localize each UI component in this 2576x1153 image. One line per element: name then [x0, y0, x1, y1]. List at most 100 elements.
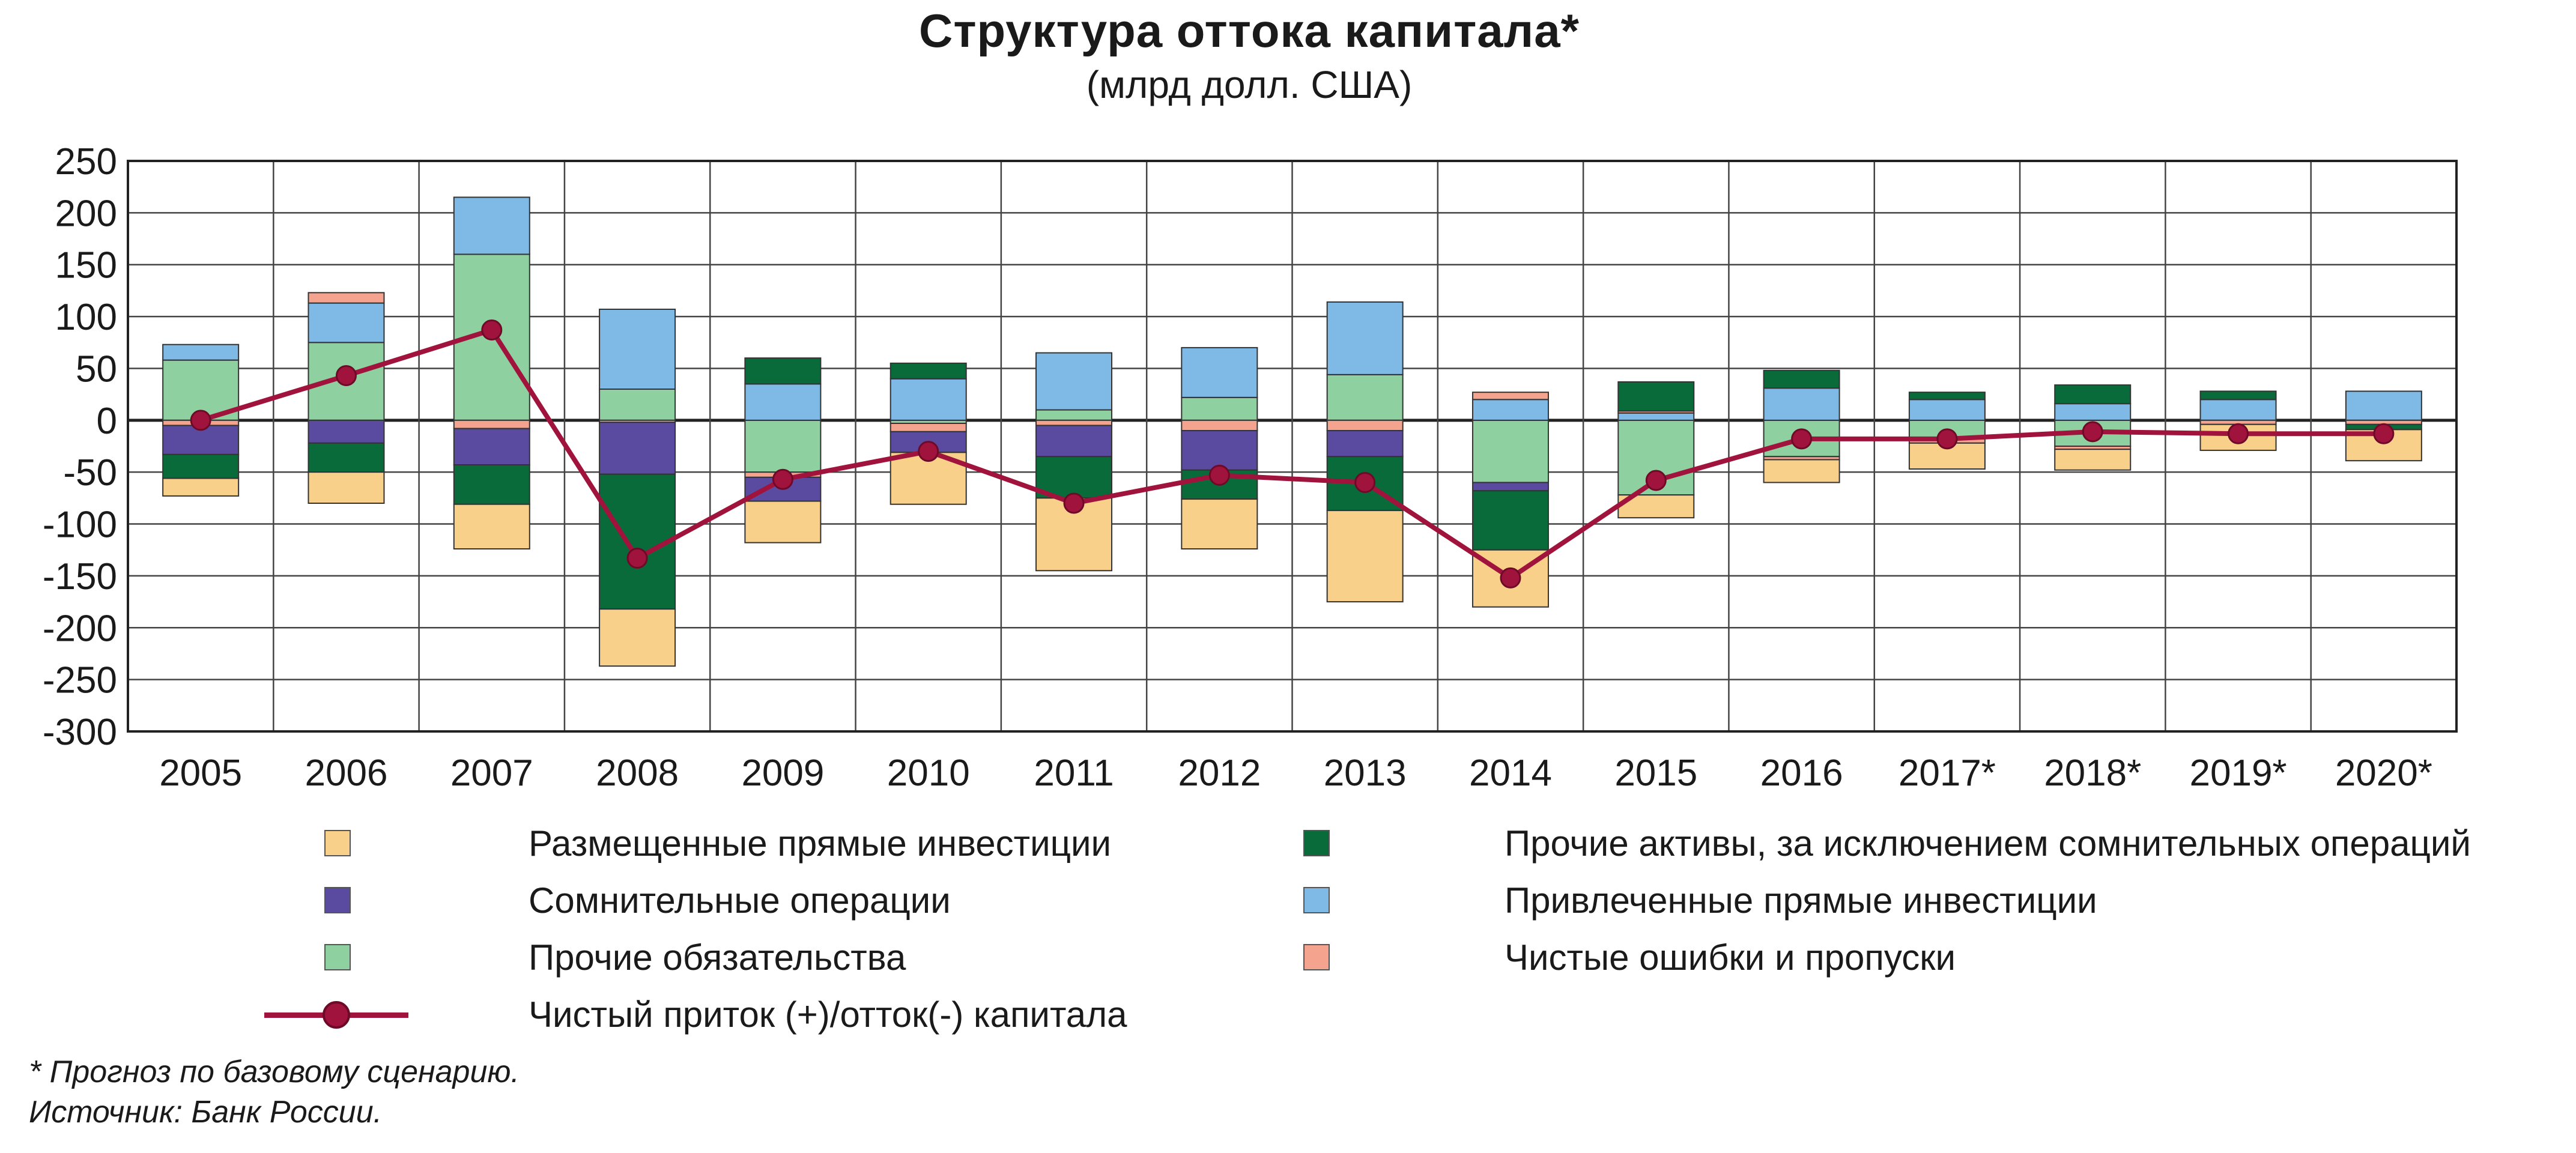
- bar-other_assets: [2054, 384, 2132, 405]
- bar-dubious: [1181, 430, 1258, 471]
- net-flow-point: [626, 548, 648, 569]
- y-tick-label: -100: [43, 504, 117, 546]
- bar-fdi_out: [453, 503, 530, 550]
- y-tick-label: 0: [97, 401, 117, 442]
- legend-label-errors: Чистые ошибки и пропуски: [1505, 937, 1956, 978]
- source-note: Источник: Банк России.: [29, 1095, 383, 1130]
- bar-fdi_out: [2054, 449, 2132, 471]
- net-flow-point: [1063, 492, 1085, 514]
- x-tick-label: 2005: [159, 752, 242, 794]
- net-flow-point: [1354, 471, 1376, 493]
- bar-errors: [1326, 419, 1404, 432]
- bar-other_liab: [1181, 396, 1258, 421]
- bar-other_assets: [1035, 456, 1113, 499]
- chart-subtitle: (млрд долл. США): [1086, 63, 1413, 106]
- bar-fdi_in: [599, 309, 676, 390]
- x-tick-label: 2008: [596, 752, 679, 794]
- legend-label-other_assets: Прочие активы, за исключением сомнительн…: [1505, 823, 2471, 864]
- bar-fdi_out: [308, 471, 385, 504]
- bar-other_liab: [1471, 419, 1549, 483]
- legend-label-dubious: Сомнительные операции: [529, 880, 951, 921]
- bar-other_assets: [308, 442, 385, 473]
- bar-fdi_in: [2199, 399, 2277, 421]
- x-tick-label: 2015: [1614, 752, 1697, 794]
- x-tick-label: 2011: [1034, 752, 1114, 794]
- bar-fdi_out: [1326, 510, 1404, 603]
- y-tick-label: 250: [55, 141, 117, 183]
- bar-fdi_in: [1035, 352, 1113, 411]
- x-tick-label: 2013: [1324, 752, 1407, 794]
- bar-dubious: [1035, 425, 1113, 458]
- bar-fdi_in: [453, 196, 530, 255]
- net-flow-point: [2228, 423, 2249, 444]
- x-tick-label: 2012: [1178, 752, 1261, 794]
- x-tick-label: 2014: [1469, 752, 1552, 794]
- y-tick-label: 50: [76, 348, 117, 390]
- x-tick-label: 2007: [450, 752, 533, 794]
- y-tick-label: 100: [55, 297, 117, 338]
- bar-fdi_in: [1908, 399, 1986, 421]
- y-tick-label: -150: [43, 556, 117, 598]
- legend-dot-swatch: [323, 1001, 350, 1029]
- net-flow-point: [335, 365, 357, 387]
- bar-other_assets: [599, 473, 676, 610]
- y-tick-label: -300: [43, 712, 117, 753]
- bar-errors: [308, 292, 385, 304]
- bar-other_liab: [599, 389, 676, 421]
- bar-other_liab: [1326, 374, 1404, 421]
- bar-other_liab: [1035, 409, 1113, 421]
- chart-title: Структура оттока капитала*: [919, 4, 1580, 57]
- bar-dubious: [1326, 430, 1404, 458]
- bar-other_assets: [1908, 392, 1986, 401]
- bar-other_assets: [453, 464, 530, 505]
- bar-other_assets: [1763, 369, 1840, 389]
- bar-fdi_out: [1763, 459, 1840, 483]
- bar-fdi_in: [744, 383, 822, 421]
- footnote: * Прогноз по базовому сценарию.: [29, 1055, 520, 1089]
- bar-other_assets: [1617, 381, 1695, 412]
- bar-dubious: [308, 419, 385, 444]
- x-tick-label: 2010: [887, 752, 970, 794]
- bar-dubious: [1471, 482, 1549, 492]
- x-tick-label: 2006: [305, 752, 388, 794]
- net-flow-point: [772, 468, 793, 490]
- bar-errors: [453, 419, 530, 429]
- legend-swatch-fdi_in: [1303, 887, 1330, 913]
- net-flow-point: [1936, 428, 1958, 450]
- legend-swatch-errors: [1303, 944, 1330, 970]
- bar-other_assets: [744, 357, 822, 385]
- legend-label-fdi_out: Размещенные прямые инвестиции: [529, 823, 1112, 864]
- bar-fdi_in: [162, 343, 240, 361]
- bar-other_assets: [162, 453, 240, 479]
- bar-fdi_in: [1181, 347, 1258, 398]
- bar-errors: [1181, 419, 1258, 432]
- x-tick-label: 2009: [741, 752, 824, 794]
- legend-swatch-fdi_out: [324, 830, 351, 856]
- net-flow-point: [2082, 421, 2103, 443]
- y-tick-label: -50: [63, 452, 117, 494]
- bar-fdi_out: [162, 477, 240, 497]
- bar-other_liab: [744, 419, 822, 473]
- x-tick-label: 2018*: [2044, 752, 2141, 794]
- bar-errors: [1471, 392, 1549, 401]
- bar-fdi_in: [1326, 301, 1404, 375]
- bar-fdi_in: [1617, 412, 1695, 421]
- bar-errors: [889, 423, 967, 432]
- bar-fdi_out: [599, 608, 676, 667]
- net-flow-point: [481, 319, 503, 341]
- y-tick-label: 200: [55, 193, 117, 234]
- legend-swatch-other_assets: [1303, 830, 1330, 856]
- legend-label-net_flow: Чистый приток (+)/отток(-) капитала: [529, 994, 1127, 1035]
- bar-other_assets: [1471, 490, 1549, 551]
- x-tick-label: 2019*: [2190, 752, 2287, 794]
- bar-fdi_in: [889, 378, 967, 421]
- net-flow-point: [190, 410, 211, 431]
- bar-dubious: [599, 422, 676, 475]
- x-tick-label: 2020*: [2335, 752, 2432, 794]
- bar-fdi_in: [2345, 390, 2422, 421]
- bar-dubious: [453, 428, 530, 466]
- bar-fdi_in: [2054, 403, 2132, 421]
- net-flow-point: [918, 441, 939, 462]
- bar-fdi_out: [1181, 498, 1258, 549]
- legend-swatch-dubious: [324, 887, 351, 913]
